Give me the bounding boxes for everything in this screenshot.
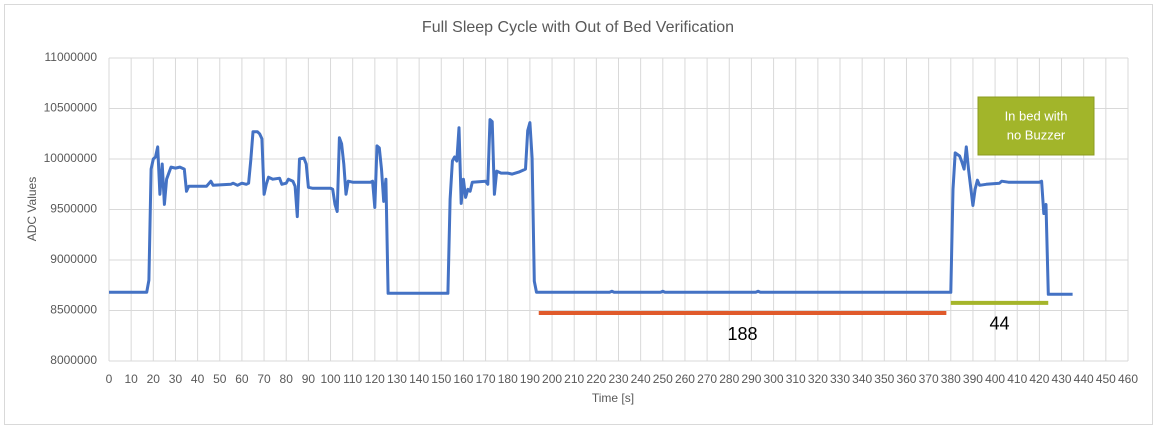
x-tick-label: 330 bbox=[830, 372, 850, 386]
x-tick-label: 340 bbox=[852, 372, 872, 386]
x-tick-label: 210 bbox=[564, 372, 584, 386]
x-tick-label: 430 bbox=[1052, 372, 1072, 386]
x-tick-label: 280 bbox=[719, 372, 739, 386]
duration-label: 44 bbox=[990, 314, 1010, 334]
x-tick-label: 320 bbox=[808, 372, 828, 386]
x-tick-label: 260 bbox=[675, 372, 695, 386]
x-tick-label: 420 bbox=[1029, 372, 1049, 386]
x-tick-label: 290 bbox=[741, 372, 761, 386]
x-tick-label: 380 bbox=[941, 372, 961, 386]
x-tick-label: 120 bbox=[365, 372, 385, 386]
y-axis-title: ADC Values bbox=[25, 177, 39, 241]
y-tick-label: 11000000 bbox=[45, 50, 98, 64]
duration-label: 188 bbox=[728, 324, 758, 344]
x-tick-label: 30 bbox=[169, 372, 183, 386]
x-axis-title: Time [s] bbox=[592, 391, 634, 405]
x-tick-label: 350 bbox=[874, 372, 894, 386]
y-tick-label: 8500000 bbox=[50, 303, 97, 317]
x-tick-label: 170 bbox=[476, 372, 496, 386]
chart-title: Full Sleep Cycle with Out of Bed Verific… bbox=[422, 19, 734, 36]
x-tick-label: 360 bbox=[896, 372, 916, 386]
note-text: no Buzzer bbox=[1007, 127, 1066, 142]
x-tick-label: 440 bbox=[1074, 372, 1094, 386]
x-tick-label: 110 bbox=[343, 372, 362, 386]
x-tick-label: 410 bbox=[1007, 372, 1027, 386]
x-tick-label: 270 bbox=[697, 372, 717, 386]
x-tick-label: 140 bbox=[409, 372, 429, 386]
chart-border bbox=[4, 4, 1153, 425]
x-tick-label: 220 bbox=[586, 372, 606, 386]
x-tick-label: 10 bbox=[124, 372, 138, 386]
x-tick-label: 40 bbox=[191, 372, 205, 386]
x-tick-label: 460 bbox=[1118, 372, 1138, 386]
x-tick-label: 100 bbox=[321, 372, 341, 386]
x-tick-label: 160 bbox=[453, 372, 473, 386]
y-tick-label: 10500000 bbox=[44, 101, 98, 115]
x-tick-label: 190 bbox=[520, 372, 540, 386]
y-tick-label: 8000000 bbox=[50, 353, 97, 367]
x-tick-label: 200 bbox=[542, 372, 562, 386]
x-tick-label: 450 bbox=[1096, 372, 1116, 386]
x-tick-label: 300 bbox=[764, 372, 784, 386]
x-tick-label: 70 bbox=[257, 372, 271, 386]
note-box bbox=[977, 96, 1095, 156]
x-tick-label: 80 bbox=[280, 372, 294, 386]
x-tick-label: 370 bbox=[919, 372, 939, 386]
x-tick-label: 0 bbox=[106, 372, 113, 386]
x-tick-label: 180 bbox=[498, 372, 518, 386]
x-tick-label: 20 bbox=[147, 372, 161, 386]
y-tick-label: 9500000 bbox=[50, 202, 97, 216]
x-tick-label: 250 bbox=[653, 372, 673, 386]
x-tick-label: 130 bbox=[387, 372, 407, 386]
x-tick-label: 400 bbox=[985, 372, 1005, 386]
line bbox=[109, 118, 1073, 296]
x-tick-label: 310 bbox=[786, 372, 806, 386]
y-tick-label: 9000000 bbox=[50, 252, 97, 266]
x-tick-label: 390 bbox=[963, 372, 983, 386]
y-tick-label: 10000000 bbox=[44, 151, 98, 165]
x-tick-label: 90 bbox=[302, 372, 316, 386]
x-tick-label: 150 bbox=[431, 372, 451, 386]
note-text: In bed with bbox=[1005, 108, 1068, 123]
x-tick-label: 230 bbox=[608, 372, 628, 386]
x-tick-label: 240 bbox=[631, 372, 651, 386]
x-tick-label: 50 bbox=[213, 372, 227, 386]
x-tick-label: 60 bbox=[235, 372, 249, 386]
